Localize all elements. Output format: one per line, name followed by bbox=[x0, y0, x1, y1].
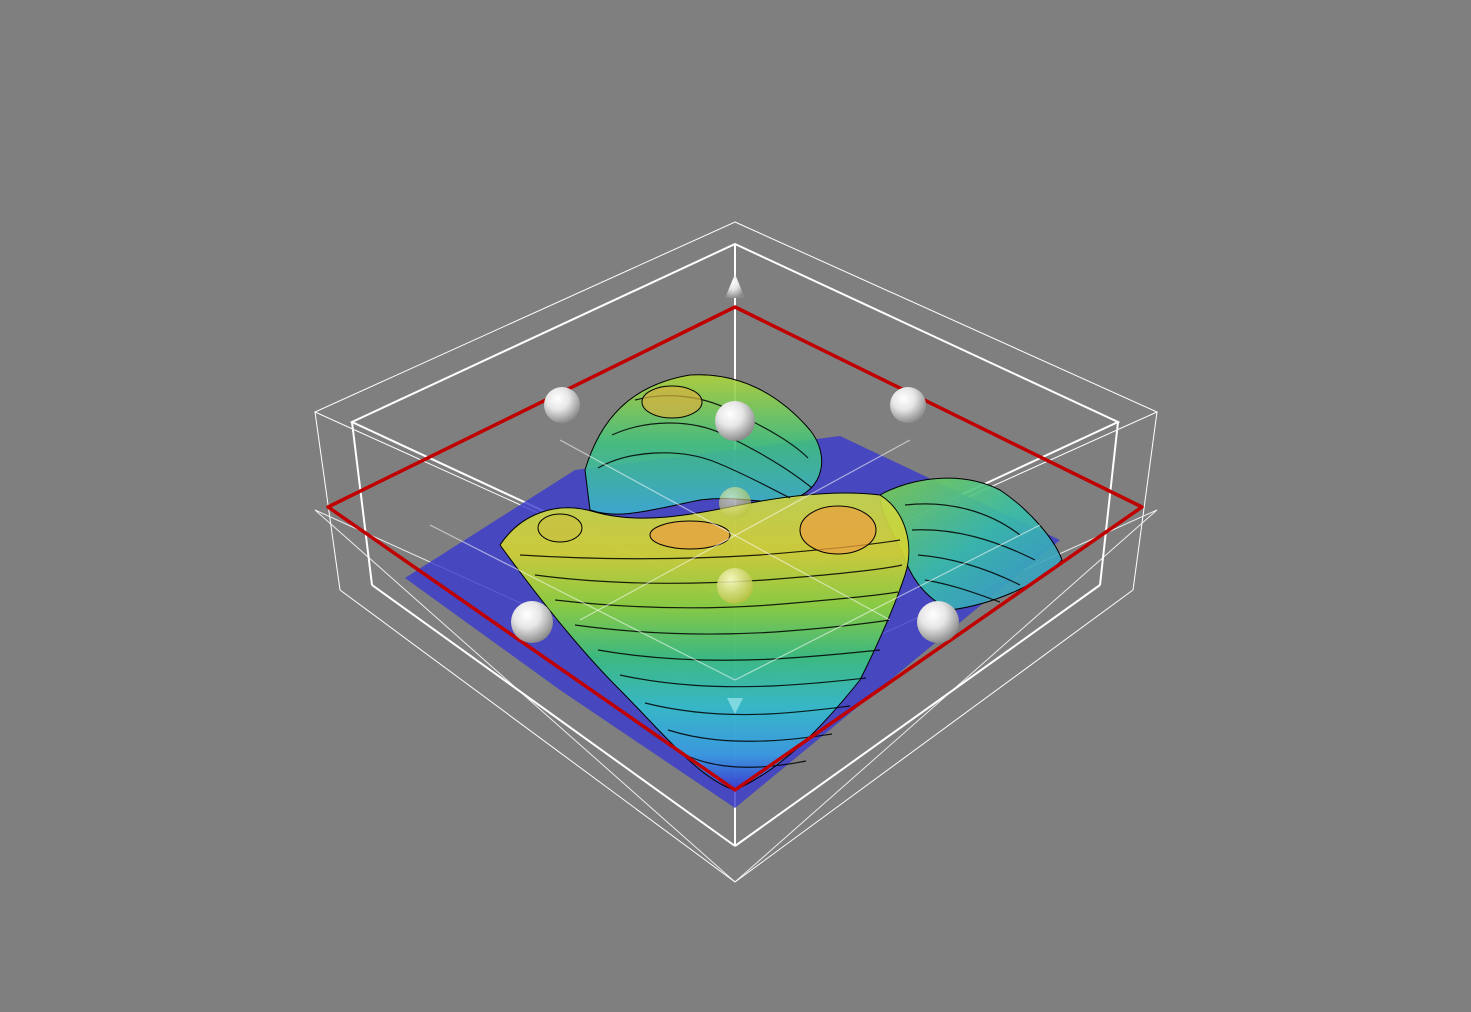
sphere-handle-back-left[interactable] bbox=[544, 387, 580, 423]
surface-back-ridge bbox=[584, 374, 823, 515]
peak-back bbox=[641, 385, 703, 419]
surface-main bbox=[499, 492, 910, 791]
arrow-down-handle[interactable] bbox=[727, 698, 743, 714]
arrow-up-handle[interactable] bbox=[725, 274, 745, 298]
peak-left bbox=[649, 520, 731, 550]
sphere-handle-front-left[interactable] bbox=[511, 601, 553, 643]
surface-grid bbox=[429, 439, 1041, 681]
sphere-handle-back-right[interactable] bbox=[890, 387, 926, 423]
contour-lines bbox=[519, 395, 1036, 768]
peak-front-left bbox=[537, 513, 583, 543]
sphere-handles[interactable] bbox=[511, 387, 959, 643]
sphere-handle-center-top[interactable] bbox=[719, 487, 751, 519]
sphere-handle-top-center[interactable] bbox=[715, 401, 755, 441]
clip-plane[interactable] bbox=[326, 305, 1144, 792]
sphere-handle-front-right[interactable] bbox=[917, 601, 959, 643]
sphere-handle-center-middle[interactable] bbox=[717, 568, 753, 604]
arrow-handles[interactable] bbox=[725, 274, 745, 714]
peak-right bbox=[799, 505, 877, 555]
